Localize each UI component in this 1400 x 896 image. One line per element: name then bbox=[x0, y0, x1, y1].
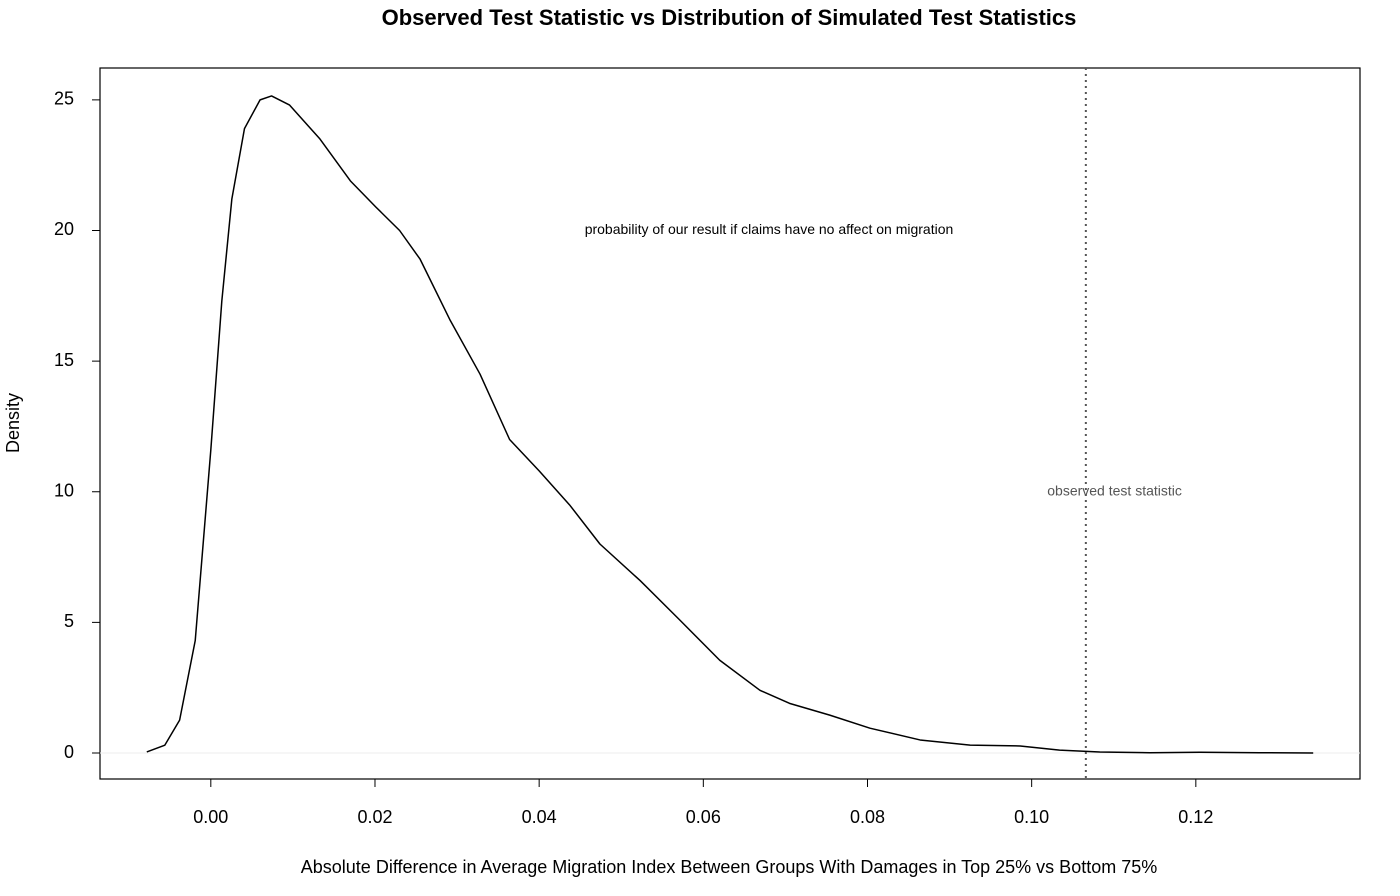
x-tick-label: 0.04 bbox=[522, 807, 557, 827]
x-tick-label: 0.08 bbox=[850, 807, 885, 827]
plot-frame bbox=[99, 67, 1361, 780]
y-tick-label: 10 bbox=[54, 481, 74, 501]
x-tick-label: 0.00 bbox=[193, 807, 228, 827]
x-axis-label: Absolute Difference in Average Migration… bbox=[301, 857, 1157, 877]
y-tick-label: 0 bbox=[64, 742, 74, 762]
annotation: probability of our result if claims have… bbox=[585, 221, 954, 237]
y-tick-label: 5 bbox=[64, 611, 74, 631]
x-tick-label: 0.12 bbox=[1178, 807, 1213, 827]
x-tick-label: 0.02 bbox=[357, 807, 392, 827]
y-tick-label: 20 bbox=[54, 219, 74, 239]
chart-title: Observed Test Statistic vs Distribution … bbox=[382, 5, 1077, 30]
y-axis-label: Density bbox=[3, 393, 23, 453]
y-tick-label: 25 bbox=[54, 89, 74, 109]
y-tick-label: 15 bbox=[54, 350, 74, 370]
x-tick-label: 0.06 bbox=[686, 807, 721, 827]
annotation: observed test statistic bbox=[1047, 482, 1182, 498]
density-curve bbox=[146, 95, 1314, 754]
x-tick-label: 0.10 bbox=[1014, 807, 1049, 827]
